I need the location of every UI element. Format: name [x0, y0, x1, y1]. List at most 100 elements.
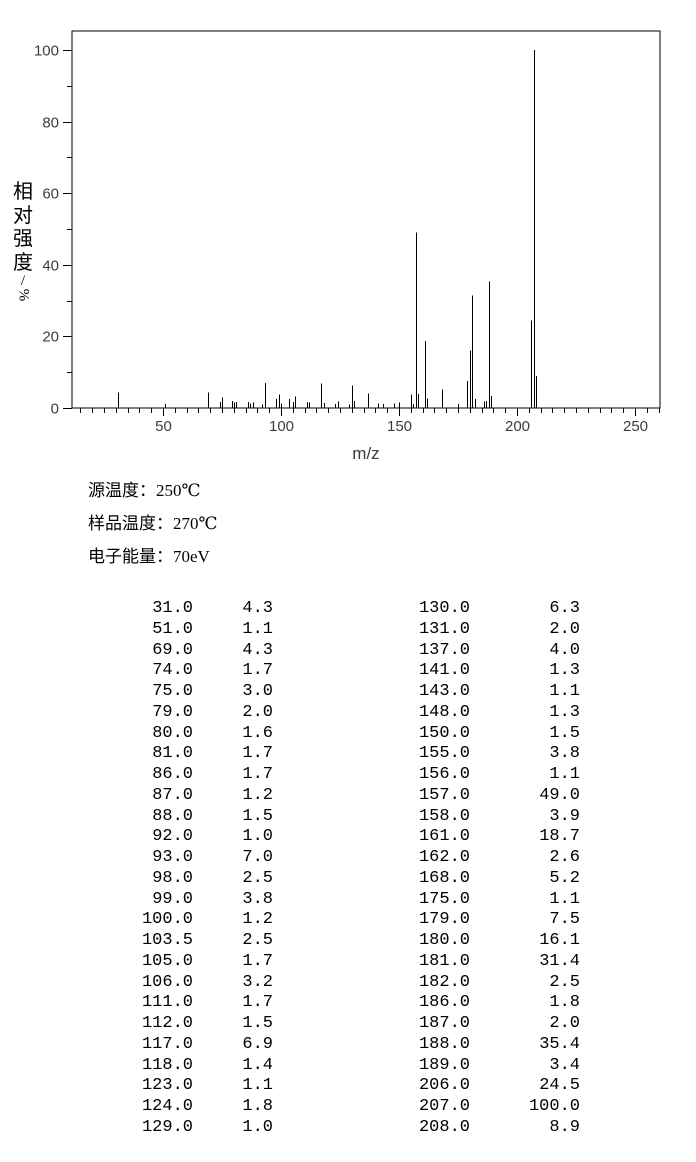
mz-value: 75.0	[152, 682, 193, 701]
intensity-value: 7.5	[549, 910, 580, 930]
mz-value: 181.0	[418, 951, 470, 971]
intensity-value: 5.2	[549, 868, 580, 888]
mz-value: 98.0	[152, 868, 193, 888]
mz-value: 79.0	[152, 702, 193, 722]
y-axis-title-char: 度	[13, 251, 33, 274]
x-tick-label: 150	[387, 418, 412, 435]
intensity-value: 2.5	[242, 868, 273, 888]
intensity-value: 3.8	[242, 889, 273, 909]
intensity-value: 2.0	[242, 702, 273, 722]
mz-value: 150.0	[418, 723, 470, 743]
intensity-value: 2.6	[549, 848, 580, 867]
mz-value: 117.0	[141, 1034, 193, 1054]
intensity-value: 1.7	[242, 744, 273, 764]
intensity-value: 7.0	[242, 848, 273, 867]
y-axis-title-char: 强	[13, 228, 33, 250]
intensity-value: 2.5	[549, 972, 580, 992]
peaks-group	[118, 49, 537, 408]
mz-value: 87.0	[152, 785, 193, 805]
intensity-value: 1.1	[242, 1076, 273, 1096]
intensity-value: 1.0	[242, 1117, 273, 1137]
mz-value: 187.0	[418, 1014, 470, 1033]
x-axis: 50 100 150 200 250	[80, 408, 660, 435]
table-row: 123.0 1.1 206.0 24.5	[0, 1076, 696, 1097]
table-row: 129.0 1.0 208.0 8.9	[0, 1118, 696, 1139]
intensity-value: 1.2	[242, 910, 273, 930]
table-row: 124.0 1.8 207.0 100.0	[0, 1097, 696, 1118]
intensity-value: 4.3	[242, 640, 273, 660]
y-tick-label: 100	[34, 43, 59, 60]
mz-value: 93.0	[152, 848, 193, 867]
mz-value: 124.0	[141, 1097, 193, 1116]
mz-value: 179.0	[418, 910, 470, 930]
intensity-value: 1.2	[242, 785, 273, 805]
mz-value: 100.0	[141, 910, 193, 930]
intensity-value: 24.5	[539, 1076, 580, 1096]
mz-value: 156.0	[418, 765, 470, 784]
x-tick-label: 200	[505, 418, 530, 435]
percent-sign: %	[15, 288, 31, 302]
x-tick-label: 100	[269, 418, 294, 435]
y-tick-label: 40	[42, 258, 59, 275]
mz-value: 112.0	[141, 1014, 193, 1033]
electron-energy-line: 电子能量：70eV	[88, 547, 210, 566]
intensity-value: 1.8	[549, 993, 580, 1013]
mz-value: 157.0	[418, 785, 470, 805]
mz-value: 141.0	[418, 661, 470, 681]
intensity-value: 1.4	[242, 1055, 273, 1075]
y-axis-title-char: 相	[13, 181, 33, 203]
mz-value: 51.0	[152, 619, 193, 639]
mz-value: 31.0	[152, 599, 193, 618]
intensity-value: 3.4	[549, 1055, 580, 1075]
table-row: 106.0 3.2 182.0 2.5	[0, 973, 696, 994]
mz-value: 99.0	[152, 889, 193, 909]
x-tick-label: 50	[155, 418, 172, 435]
y-axis: 0 20 40 60 80 100	[34, 43, 72, 418]
mz-value: 80.0	[152, 723, 193, 743]
intensity-value: 1.1	[242, 619, 273, 639]
y-tick-label: 80	[42, 115, 59, 132]
mz-value: 74.0	[152, 661, 193, 681]
intensity-value: 1.7	[242, 661, 273, 681]
intensity-value: 1.8	[242, 1097, 273, 1116]
table-row: 98.0 2.5 168.0 5.2	[0, 869, 696, 890]
mz-value: 143.0	[418, 682, 470, 701]
mz-value: 123.0	[141, 1076, 193, 1096]
mass-spectrum-chart: 0 20 40 60 80 100 50 100 150 200 250 m/z	[34, 30, 661, 463]
mz-value: 148.0	[418, 702, 470, 722]
mz-value: 188.0	[418, 1034, 470, 1054]
table-row: 87.0 1.2 157.0 49.0	[0, 786, 696, 807]
y-tick-label: 60	[42, 186, 59, 203]
intensity-value: 49.0	[539, 785, 580, 805]
intensity-value: 4.3	[242, 599, 273, 618]
table-row: 93.0 7.0 162.0 2.6	[0, 848, 696, 869]
table-row: 99.0 3.8 175.0 1.1	[0, 890, 696, 911]
mz-value: 155.0	[418, 744, 470, 764]
sample-temperature-line: 样品温度：270℃	[88, 514, 218, 533]
intensity-value: 1.7	[242, 993, 273, 1013]
table-row: 118.0 1.4 189.0 3.4	[0, 1056, 696, 1077]
mz-value: 103.5	[141, 931, 193, 950]
intensity-value: 1.7	[242, 951, 273, 971]
y-tick-label: 20	[42, 329, 59, 346]
intensity-value: 6.9	[242, 1034, 273, 1054]
mz-value: 69.0	[152, 640, 193, 660]
table-row: 88.0 1.5 158.0 3.9	[0, 807, 696, 828]
analysis-conditions: 源温度：250℃ 样品温度：270℃ 电子能量：70eV	[88, 482, 218, 581]
intensity-value: 1.5	[549, 723, 580, 743]
mz-value: 129.0	[141, 1117, 193, 1137]
table-row: 111.0 1.7 186.0 1.8	[0, 993, 696, 1014]
table-row: 75.0 3.0 143.0 1.1	[0, 682, 696, 703]
intensity-value: 1.3	[549, 702, 580, 722]
mz-value: 86.0	[152, 765, 193, 784]
mz-value: 161.0	[418, 827, 470, 847]
table-row: 74.0 1.7 141.0 1.3	[0, 661, 696, 682]
table-row: 100.0 1.2 179.0 7.5	[0, 910, 696, 931]
table-row: 103.5 2.5 180.0 16.1	[0, 931, 696, 952]
intensity-value: 16.1	[539, 931, 580, 950]
intensity-value: 1.5	[242, 1014, 273, 1033]
mz-value: 81.0	[152, 744, 193, 764]
mz-value: 208.0	[418, 1117, 470, 1137]
mz-value: 207.0	[418, 1097, 470, 1116]
